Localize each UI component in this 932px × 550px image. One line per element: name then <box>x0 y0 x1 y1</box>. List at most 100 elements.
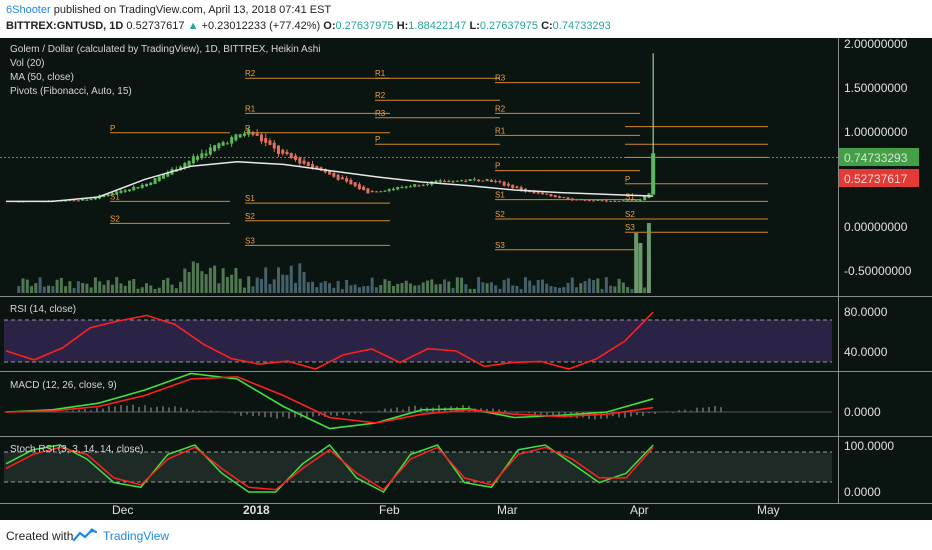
volume-bar <box>59 277 63 293</box>
legend-stoch: Stoch RSI (3, 3, 14, 14, close) <box>10 444 143 455</box>
volume-bar <box>575 287 579 293</box>
macd-histogram-bar <box>186 409 188 412</box>
time-label: 2018 <box>243 503 270 517</box>
volume-bar <box>434 284 438 293</box>
candle-body <box>455 180 459 182</box>
candle-body <box>494 180 498 182</box>
macd-histogram-bar <box>90 410 92 412</box>
pivot-label: R3 <box>495 74 506 83</box>
candle-body <box>362 186 366 191</box>
volume-bar <box>17 286 21 293</box>
volume-bar <box>443 279 447 293</box>
candle-body <box>183 163 187 169</box>
volume-bar <box>208 267 212 293</box>
chart-area[interactable]: P S1 S2 P R1 R2 S1 S2 S3 P R1 R2 R3 P S1 S2 S3 R3 R2 R1 P S1 S… <box>0 38 932 520</box>
macd-histogram-bar <box>678 410 680 412</box>
price-tick: 2.00000000 <box>844 38 908 51</box>
candle-body <box>443 181 447 183</box>
candle-body <box>213 145 217 152</box>
macd-histogram-bar <box>540 412 542 415</box>
candle-body <box>242 133 246 136</box>
macd-histogram-bar <box>696 407 698 412</box>
volume-bar <box>336 280 340 293</box>
candle-body <box>558 196 562 198</box>
volume-bar <box>230 274 234 293</box>
stoch-band <box>4 452 832 482</box>
publish-line: 6Shooter published on TradingView.com, A… <box>6 4 331 16</box>
volume-bar <box>345 279 349 293</box>
price-tick: 0.00000000 <box>844 220 908 234</box>
up-arrow-icon: ▲ <box>187 20 199 32</box>
macd-histogram-bar <box>414 405 416 412</box>
candle-body <box>438 180 442 182</box>
tradingview-brand-link[interactable]: TradingView <box>103 529 170 543</box>
macd-histogram-bar <box>714 405 716 412</box>
macd-histogram-bar <box>258 412 260 416</box>
candle-body <box>626 200 630 202</box>
candle-body <box>404 186 408 188</box>
macd-histogram-bar <box>648 412 650 414</box>
author-link[interactable]: 6Shooter <box>6 4 51 16</box>
macd-histogram-bar <box>408 406 410 412</box>
candle-body <box>294 155 298 160</box>
macd-tick: 0.0000 <box>844 405 881 419</box>
candle-body <box>238 134 242 138</box>
candle-body <box>93 197 97 200</box>
macd-histogram-bar <box>150 407 152 412</box>
time-label: Apr <box>630 503 649 517</box>
volume-bar <box>294 282 298 293</box>
volume-bar <box>157 287 161 293</box>
volume-bar <box>115 277 119 293</box>
price-tick: 1.00000000 <box>844 125 908 139</box>
candle-body <box>208 147 212 155</box>
volume-bar <box>481 282 485 293</box>
candle-body <box>345 178 349 182</box>
volume-bar <box>353 284 357 293</box>
price-axis[interactable]: 2.00000000 1.50000000 1.00000000 0.00000… <box>839 38 919 278</box>
volume-bar <box>47 285 51 293</box>
macd-histogram-bar <box>312 412 314 417</box>
rsi-bounds <box>4 319 832 363</box>
volume-bar <box>558 287 562 293</box>
candle-body <box>332 172 336 177</box>
volume-bar <box>643 287 647 293</box>
volume-bar <box>506 278 510 293</box>
volume-bar <box>553 286 557 293</box>
candle-body <box>76 200 80 202</box>
candle-body <box>349 179 353 185</box>
volume-bar <box>357 287 361 293</box>
volume-bar <box>634 233 639 293</box>
volume-bar <box>204 274 208 293</box>
macd-histogram-bar <box>192 410 194 412</box>
high-label: H: <box>396 20 409 32</box>
volume-bar <box>34 283 38 293</box>
volume-bar <box>523 277 527 293</box>
candle-body <box>264 137 268 143</box>
pivot-label: P <box>375 135 380 144</box>
candle-body <box>472 179 476 181</box>
volume-bar <box>285 274 289 293</box>
volume-bar <box>494 285 498 293</box>
stoch-tick: 0.0000 <box>844 485 881 499</box>
candle-body <box>145 183 149 187</box>
volume-bar <box>362 286 366 293</box>
volume-bar <box>379 285 383 293</box>
volume-bar <box>153 288 157 293</box>
time-axis[interactable]: Dec 2018 Feb Mar Apr May <box>112 503 780 517</box>
volume-bar <box>89 287 93 293</box>
last-price-badge <box>839 169 919 187</box>
low-value: 0.27637975 <box>479 20 538 32</box>
macd-histogram-bar <box>390 408 392 412</box>
macd-histogram-bar <box>288 412 290 419</box>
macd-histogram-bar <box>342 412 344 415</box>
volume-bar <box>85 283 89 293</box>
chart-svg[interactable]: P S1 S2 P R1 R2 S1 S2 S3 P R1 R2 R3 P S1 S2 S3 R3 R2 R1 P S1 S… <box>0 38 932 520</box>
volume-bar <box>408 283 412 293</box>
pivot-label: S1 <box>245 194 255 203</box>
volume-bar <box>472 288 476 293</box>
stoch-tick: 100.0000 <box>844 439 894 453</box>
pivot-label: S1 <box>495 191 505 200</box>
macd-histogram-bar <box>402 409 404 412</box>
candle-body <box>621 200 625 202</box>
volume-bar <box>311 281 315 293</box>
